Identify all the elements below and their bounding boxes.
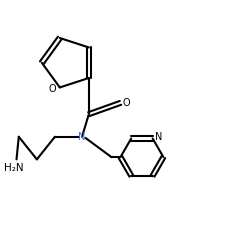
- Text: H₂N: H₂N: [4, 163, 24, 173]
- Text: N: N: [78, 132, 85, 142]
- Text: O: O: [48, 84, 55, 93]
- Text: N: N: [154, 132, 161, 142]
- Text: O: O: [122, 98, 129, 108]
